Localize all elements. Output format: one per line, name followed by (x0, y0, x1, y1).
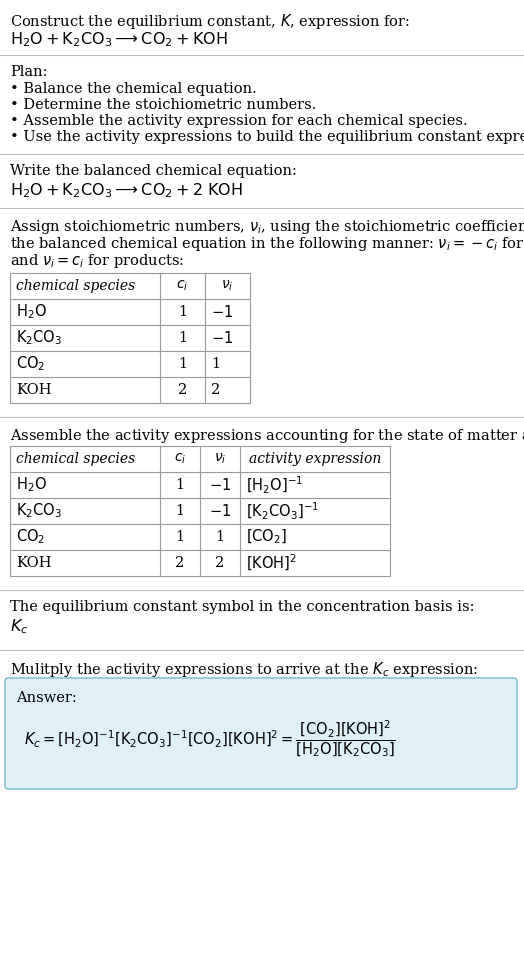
Text: $\mathrm{H_2O + K_2CO_3 \longrightarrow CO_2 + 2\ KOH}$: $\mathrm{H_2O + K_2CO_3 \longrightarrow … (10, 181, 243, 200)
Text: $-1$: $-1$ (209, 477, 231, 493)
Text: Construct the equilibrium constant, $K$, expression for:: Construct the equilibrium constant, $K$,… (10, 12, 410, 31)
Text: activity expression: activity expression (249, 452, 381, 466)
Text: 1: 1 (176, 530, 184, 544)
Text: and $\nu_i = c_i$ for products:: and $\nu_i = c_i$ for products: (10, 252, 184, 270)
Text: $K_c = [\mathrm{H_2O}]^{-1} [\mathrm{K_2CO_3}]^{-1} [\mathrm{CO_2}] [\mathrm{KOH: $K_c = [\mathrm{H_2O}]^{-1} [\mathrm{K_2… (24, 719, 396, 759)
Text: 1: 1 (178, 331, 187, 345)
Text: the balanced chemical equation in the following manner: $\nu_i = -c_i$ for react: the balanced chemical equation in the fo… (10, 235, 524, 253)
Text: 1: 1 (176, 504, 184, 518)
Text: • Assemble the activity expression for each chemical species.: • Assemble the activity expression for e… (10, 114, 467, 128)
Text: 2: 2 (176, 556, 184, 570)
Text: $[\mathrm{KOH}]^2$: $[\mathrm{KOH}]^2$ (246, 553, 297, 573)
Text: KOH: KOH (16, 556, 51, 570)
Text: KOH: KOH (16, 383, 51, 397)
Text: • Balance the chemical equation.: • Balance the chemical equation. (10, 82, 257, 96)
Text: $\nu_i$: $\nu_i$ (221, 278, 234, 293)
Text: $K_c$: $K_c$ (10, 617, 28, 635)
Text: $-1$: $-1$ (211, 304, 233, 320)
Text: $\mathrm{K_2CO_3}$: $\mathrm{K_2CO_3}$ (16, 501, 62, 521)
Text: chemical species: chemical species (16, 452, 135, 466)
Text: 1: 1 (178, 357, 187, 371)
Text: $c_i$: $c_i$ (174, 452, 186, 466)
Text: The equilibrium constant symbol in the concentration basis is:: The equilibrium constant symbol in the c… (10, 600, 475, 614)
FancyBboxPatch shape (5, 678, 517, 789)
Text: $\nu_i$: $\nu_i$ (214, 452, 226, 466)
Text: Mulitply the activity expressions to arrive at the $K_c$ expression:: Mulitply the activity expressions to arr… (10, 660, 478, 679)
Text: 2: 2 (178, 383, 187, 397)
Text: $\mathrm{CO_2}$: $\mathrm{CO_2}$ (16, 355, 45, 373)
Text: Assign stoichiometric numbers, $\nu_i$, using the stoichiometric coefficients, $: Assign stoichiometric numbers, $\nu_i$, … (10, 218, 524, 236)
Text: 2: 2 (215, 556, 225, 570)
Text: 2: 2 (211, 383, 220, 397)
Text: 1: 1 (178, 305, 187, 319)
Text: $[\mathrm{K_2CO_3}]^{-1}$: $[\mathrm{K_2CO_3}]^{-1}$ (246, 501, 319, 522)
Text: chemical species: chemical species (16, 279, 135, 293)
Text: Write the balanced chemical equation:: Write the balanced chemical equation: (10, 164, 297, 178)
Text: • Use the activity expressions to build the equilibrium constant expression.: • Use the activity expressions to build … (10, 130, 524, 144)
Bar (10, 273, 250, 403)
Text: $\mathrm{K_2CO_3}$: $\mathrm{K_2CO_3}$ (16, 328, 62, 347)
Text: $-1$: $-1$ (209, 503, 231, 519)
Text: $\mathrm{H_2O + K_2CO_3 \longrightarrow CO_2 + KOH}$: $\mathrm{H_2O + K_2CO_3 \longrightarrow … (10, 30, 227, 49)
Text: $[\mathrm{CO_2}]$: $[\mathrm{CO_2}]$ (246, 528, 287, 546)
Text: $-1$: $-1$ (211, 330, 233, 346)
Text: $\mathrm{H_2O}$: $\mathrm{H_2O}$ (16, 476, 47, 495)
Text: $[\mathrm{H_2O}]^{-1}$: $[\mathrm{H_2O}]^{-1}$ (246, 475, 303, 496)
Text: $\mathrm{CO_2}$: $\mathrm{CO_2}$ (16, 527, 45, 546)
Text: 1: 1 (215, 530, 225, 544)
Text: $\mathrm{H_2O}$: $\mathrm{H_2O}$ (16, 302, 47, 322)
Text: • Determine the stoichiometric numbers.: • Determine the stoichiometric numbers. (10, 98, 316, 112)
Text: Plan:: Plan: (10, 65, 48, 79)
Text: 1: 1 (176, 478, 184, 492)
Text: $c_i$: $c_i$ (177, 278, 189, 293)
Bar (10, 446, 390, 576)
Text: Answer:: Answer: (16, 691, 77, 705)
Text: 1: 1 (211, 357, 220, 371)
Text: Assemble the activity expressions accounting for the state of matter and $\nu_i$: Assemble the activity expressions accoun… (10, 427, 524, 445)
